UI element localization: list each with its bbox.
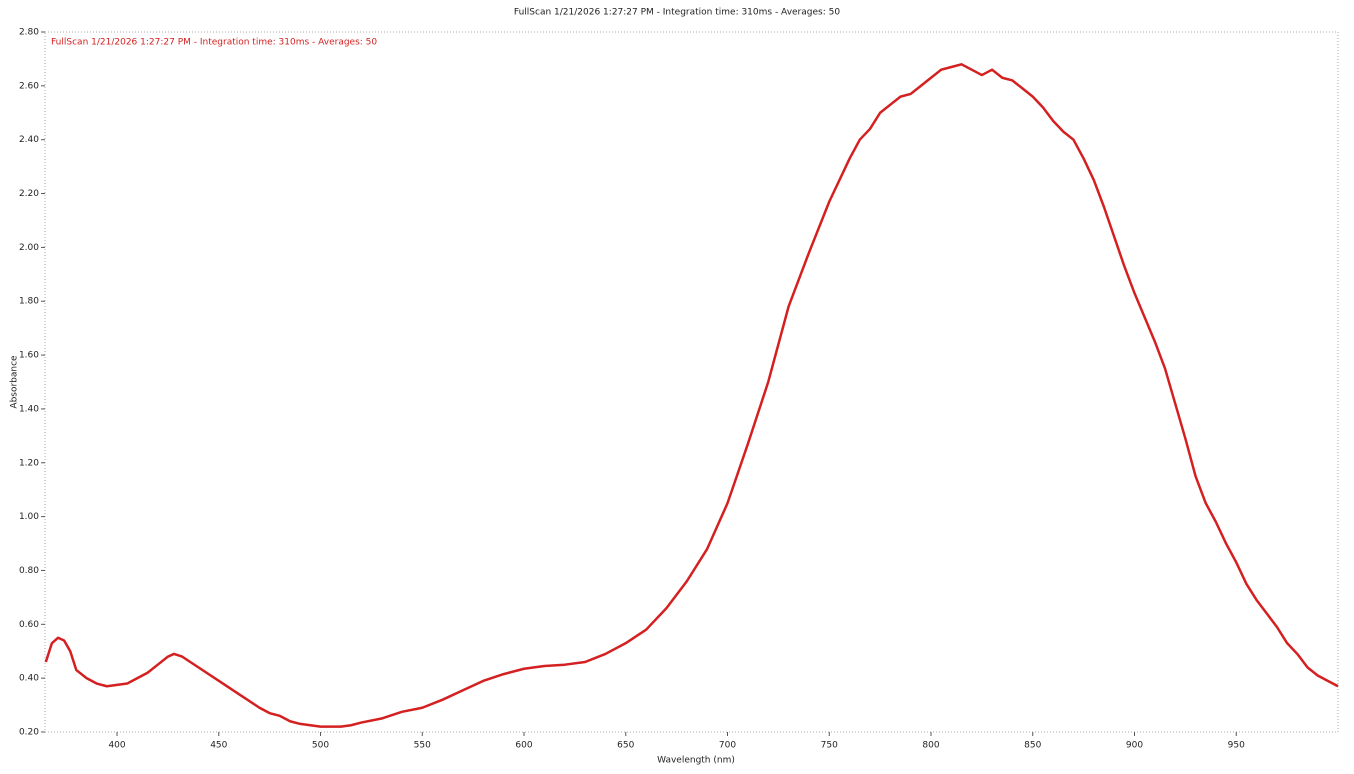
- y-tick-label: 0.60: [19, 620, 39, 630]
- x-tick-label: 950: [1228, 741, 1245, 751]
- x-tick-label: 850: [1024, 741, 1041, 751]
- data-line: [44, 63, 1339, 728]
- x-tick-label: 600: [515, 741, 532, 751]
- x-tick-label: 650: [617, 741, 634, 751]
- y-tick-label: 0.80: [19, 566, 39, 576]
- x-tick-label: 400: [108, 741, 125, 751]
- x-tick-label: 800: [922, 741, 939, 751]
- y-tick-label: 2.00: [19, 243, 39, 253]
- x-tick-label: 500: [312, 741, 329, 751]
- y-tick-label: 1.80: [19, 297, 39, 307]
- y-tick-label: 0.20: [19, 728, 39, 738]
- y-tick-label: 1.00: [19, 512, 39, 522]
- x-tick-label: 750: [821, 741, 838, 751]
- x-tick-label: 550: [414, 741, 431, 751]
- chart-title: FullScan 1/21/2026 1:27:27 PM - Integrat…: [514, 8, 840, 18]
- y-tick-label: 1.40: [19, 404, 39, 414]
- y-tick-label: 2.20: [19, 189, 39, 199]
- x-axis-label: Wavelength (nm): [657, 756, 735, 766]
- x-tick-label: 900: [1126, 741, 1143, 751]
- y-tick-label: 2.40: [19, 135, 39, 145]
- y-tick-label: 1.60: [19, 351, 39, 361]
- y-tick-label: 1.20: [19, 458, 39, 468]
- y-tick-label: 0.40: [19, 674, 39, 684]
- plot-frame: [44, 31, 1339, 733]
- x-tick-label: 700: [719, 741, 736, 751]
- x-tick-label: 450: [210, 741, 227, 751]
- y-tick-label: 2.80: [19, 28, 39, 38]
- legend-label: FullScan 1/21/2026 1:27:27 PM - Integrat…: [51, 38, 377, 48]
- y-axis-label: Absorbance: [10, 355, 20, 409]
- y-tick-label: 2.60: [19, 81, 39, 91]
